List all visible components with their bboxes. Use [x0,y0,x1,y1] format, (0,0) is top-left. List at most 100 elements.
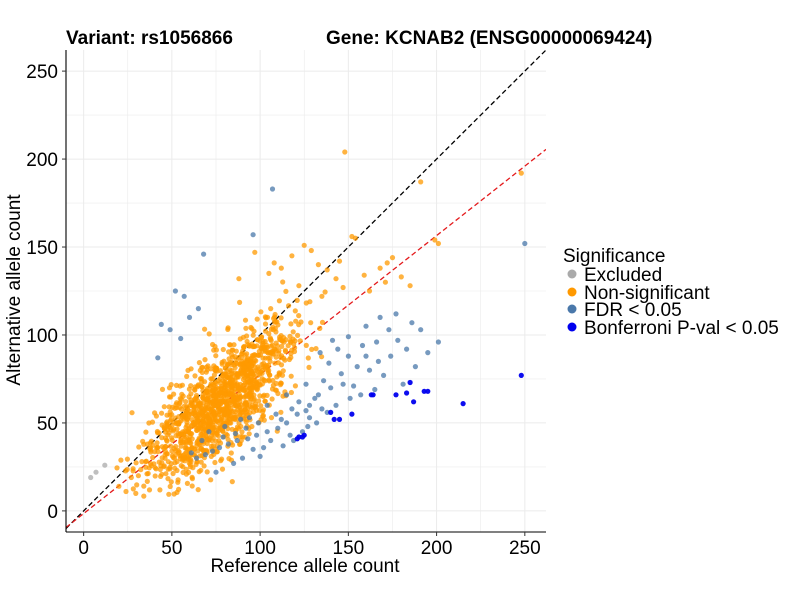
point-non-significant [232,370,238,376]
point-non-significant [203,414,209,420]
point-non-significant [418,179,424,185]
point-non-significant [249,423,255,430]
point-non-significant [144,441,150,447]
point-non-significant [251,397,257,403]
point-non-significant [221,387,227,393]
legend-key-bonferroni [567,322,577,332]
point-non-significant [184,419,190,425]
point-non-significant [220,373,226,379]
point-non-significant [199,369,205,375]
point-fdr-0-05 [345,353,351,359]
point-non-significant [313,346,319,352]
point-non-significant [136,444,142,450]
point-non-significant [208,477,214,483]
point-non-significant [206,331,212,337]
point-non-significant [171,455,178,461]
point-fdr-0-05 [269,186,276,192]
point-fdr-0-05 [261,445,267,451]
point-non-significant [246,431,252,437]
point-non-significant [167,483,173,490]
point-non-significant [210,435,216,441]
point-non-significant [286,303,292,309]
y-axis-title: Alternative allele count [4,194,25,386]
point-non-significant [236,276,242,282]
point-non-significant [234,374,240,380]
point-non-significant [242,317,249,323]
point-non-significant [274,319,280,325]
point-non-significant [279,353,285,359]
point-non-significant [167,466,173,472]
point-non-significant [130,486,136,492]
point-non-significant [202,357,208,363]
point-non-significant [244,351,250,357]
point-fdr-0-05 [220,434,226,440]
point-non-significant [192,373,198,379]
point-fdr-0-05 [395,337,401,343]
point-non-significant [275,360,281,366]
point-non-significant [276,348,282,354]
point-non-significant [169,448,175,454]
point-fdr-0-05 [178,335,184,342]
point-non-significant [279,343,285,349]
point-fdr-0-05 [328,385,334,391]
point-non-significant [518,170,524,176]
point-non-significant [227,342,233,348]
point-non-significant [214,449,220,455]
point-non-significant [315,262,321,268]
point-non-significant [241,345,247,351]
point-fdr-0-05 [381,372,387,378]
point-fdr-0-05 [363,353,369,359]
point-non-significant [209,425,216,431]
point-non-significant [268,336,274,342]
point-bonferroni-p-val-0-05 [460,401,466,407]
point-non-significant [167,443,174,449]
point-fdr-0-05 [418,327,424,333]
point-non-significant [165,476,171,482]
point-non-significant [407,283,413,289]
point-bonferroni-p-val-0-05 [421,388,427,394]
point-non-significant [130,466,136,472]
point-fdr-0-05 [209,448,216,454]
point-non-significant [124,466,130,473]
point-fdr-0-05 [250,446,256,452]
point-non-significant [177,383,183,389]
point-non-significant [184,373,190,379]
point-fdr-0-05 [315,392,321,398]
point-non-significant [258,346,264,352]
point-non-significant [257,382,263,388]
point-non-significant [243,419,249,425]
point-fdr-0-05 [377,314,383,320]
point-non-significant [189,417,195,423]
point-bonferroni-p-val-0-05 [404,390,410,396]
point-non-significant [276,298,282,304]
point-non-significant [190,410,196,416]
point-non-significant [155,449,161,455]
point-non-significant [186,429,192,435]
point-non-significant [245,342,251,348]
point-non-significant [175,477,181,483]
point-non-significant [189,483,195,489]
point-non-significant [224,402,230,408]
point-bonferroni-p-val-0-05 [518,372,524,378]
point-non-significant [179,457,185,463]
point-non-significant [227,420,233,426]
point-non-significant [228,450,234,456]
point-non-significant [296,313,302,319]
point-fdr-0-05 [386,327,392,333]
point-non-significant [171,391,177,397]
point-fdr-0-05 [225,441,231,447]
point-non-significant [170,470,176,477]
point-non-significant [268,415,275,421]
point-non-significant [273,380,279,387]
point-non-significant [269,396,275,402]
point-non-significant [268,326,274,332]
point-non-significant [156,430,162,436]
point-fdr-0-05 [284,392,290,398]
point-fdr-0-05 [319,406,325,412]
point-non-significant [184,480,190,486]
point-fdr-0-05 [305,423,311,430]
point-bonferroni-p-val-0-05 [349,411,355,417]
point-non-significant [224,383,230,389]
point-non-significant [114,465,120,471]
point-fdr-0-05 [158,321,164,327]
